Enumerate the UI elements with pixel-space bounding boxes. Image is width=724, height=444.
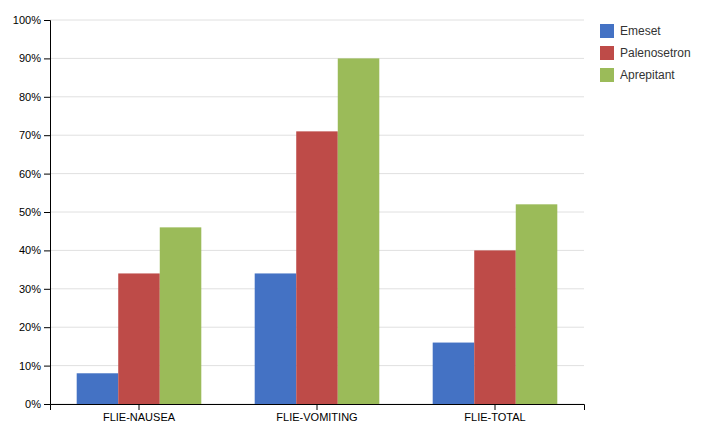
y-tick-mark — [44, 97, 50, 98]
y-axis-line — [44, 21, 51, 405]
y-tick: 30% — [19, 283, 50, 295]
bar-series — [160, 58, 558, 404]
legend-label: Palenosetron — [620, 46, 691, 60]
x-tick-mark — [317, 404, 318, 410]
x-tick: FLIE-NAUSEA — [103, 404, 176, 423]
y-tick-label: 50% — [19, 206, 41, 218]
legend-label: Aprepitant — [620, 68, 675, 82]
y-tick-label: 0% — [25, 398, 41, 410]
legend-swatch — [600, 68, 614, 82]
y-tick-label: 100% — [13, 14, 41, 26]
bar — [160, 227, 202, 404]
y-tick-mark — [44, 20, 50, 21]
y-tick-mark — [44, 404, 50, 405]
bar-series — [77, 273, 475, 404]
x-tick-label: FLIE-TOTAL — [464, 411, 525, 423]
legend-item: Emeset — [600, 24, 661, 38]
y-tick-label: 60% — [19, 168, 41, 180]
bar — [338, 58, 380, 404]
y-tick-mark — [44, 327, 50, 328]
y-tick-mark — [44, 250, 50, 251]
y-tick: 20% — [19, 321, 50, 333]
y-tick-label: 30% — [19, 283, 41, 295]
y-tick: 60% — [19, 168, 50, 180]
y-tick-label: 20% — [19, 321, 41, 333]
bar — [77, 373, 119, 404]
x-tick: FLIE-TOTAL — [464, 404, 525, 423]
bar-series — [118, 131, 516, 404]
plot-area: 0% 10% 20% 30% 40% 50% 60% 70% 80% 90% 100% FLIE-NA… — [13, 14, 585, 423]
bars — [77, 58, 558, 404]
bar — [118, 273, 160, 404]
y-tick: 80% — [19, 91, 50, 103]
legend-item: Aprepitant — [600, 68, 675, 82]
bar — [474, 250, 516, 404]
y-tick-label: 40% — [19, 244, 41, 256]
y-tick-mark — [44, 289, 50, 290]
x-tick-mark — [495, 404, 496, 410]
y-tick-mark — [44, 212, 50, 213]
x-axis-line — [51, 405, 585, 411]
y-tick-label: 80% — [19, 91, 41, 103]
y-tick: 40% — [19, 244, 50, 256]
grid — [50, 20, 584, 404]
bar — [433, 343, 475, 404]
legend: Emeset Palenosetron Aprepitant — [600, 24, 691, 82]
y-tick: 70% — [19, 129, 50, 141]
bar — [296, 131, 338, 404]
y-axis: 0% 10% 20% 30% 40% 50% 60% 70% 80% 90% 100% — [13, 14, 51, 410]
y-tick-mark — [44, 174, 50, 175]
grid-line — [50, 20, 584, 21]
y-tick-mark — [44, 135, 50, 136]
chart: 0% 10% 20% 30% 40% 50% 60% 70% 80% 90% 100% FLIE-NA… — [0, 0, 724, 444]
y-tick: 90% — [19, 52, 50, 64]
legend-item: Palenosetron — [600, 46, 691, 60]
legend-swatch — [600, 24, 614, 38]
x-tick-label: FLIE-VOMITING — [276, 411, 357, 423]
x-axis: FLIE-NAUSEA FLIE-VOMITING FLIE-TOTAL — [51, 404, 585, 423]
y-tick-label: 10% — [19, 360, 41, 372]
y-tick: 0% — [25, 398, 50, 410]
legend-label: Emeset — [620, 24, 661, 38]
legend-swatch — [600, 46, 614, 60]
bar — [516, 204, 558, 404]
y-tick-mark — [44, 58, 50, 59]
y-tick: 100% — [13, 14, 50, 26]
y-tick-label: 70% — [19, 129, 41, 141]
x-tick: FLIE-VOMITING — [276, 404, 357, 423]
y-tick: 10% — [19, 360, 50, 372]
y-tick: 50% — [19, 206, 50, 218]
y-tick-label: 90% — [19, 52, 41, 64]
grid-line — [50, 58, 584, 59]
x-tick-label: FLIE-NAUSEA — [103, 411, 176, 423]
grid-line — [50, 96, 584, 97]
x-tick-mark — [139, 404, 140, 410]
y-tick-mark — [44, 366, 50, 367]
bar — [255, 273, 297, 404]
